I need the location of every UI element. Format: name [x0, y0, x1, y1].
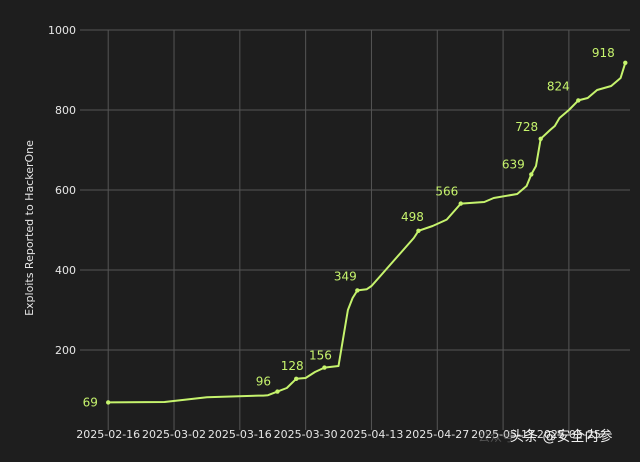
y-tick-label: 200	[55, 344, 76, 357]
y-tick-label: 600	[55, 184, 76, 197]
data-label: 349	[334, 269, 357, 283]
data-point	[458, 201, 463, 206]
data-point	[294, 376, 299, 381]
grid	[80, 29, 630, 430]
data-point	[623, 60, 628, 65]
x-tick-label: 2025-04-13	[339, 428, 403, 441]
data-point	[355, 288, 360, 293]
data-label: 639	[502, 157, 525, 171]
data-point	[529, 172, 534, 177]
x-tick-label: 2025-04-27	[405, 428, 469, 441]
x-tick-label: 2025-03-16	[208, 428, 272, 441]
x-tick-label: 2025-03-02	[142, 428, 206, 441]
data-label: 824	[547, 79, 570, 93]
data-point	[538, 136, 543, 141]
y-axis-label: Exploits Reported to HackerOne	[23, 140, 36, 316]
watermark-source-label: 头条 @安全内参	[510, 428, 612, 445]
data-labels: 69 96 128 156 349 498 566 639 728 824 918	[83, 46, 615, 410]
x-tick-label: 2025-03-30	[274, 428, 338, 441]
data-label: 498	[401, 210, 424, 224]
x-tick-label: 2025-05-11	[471, 428, 535, 441]
data-point	[322, 365, 327, 370]
data-label: 156	[309, 349, 332, 363]
watermark-faint-text: 公众号	[478, 430, 514, 444]
data-point	[275, 389, 280, 394]
data-label: 566	[435, 185, 458, 199]
data-label: 96	[256, 375, 271, 389]
data-label: 918	[592, 46, 615, 60]
data-label: 128	[281, 359, 304, 373]
data-label: 69	[83, 395, 98, 409]
y-tick-label: 1000	[48, 24, 76, 37]
watermark: 公众号 头条 @安全内参	[478, 428, 612, 445]
series-layer	[106, 60, 628, 405]
data-label: 728	[515, 120, 538, 134]
data-point	[576, 98, 581, 103]
data-point	[106, 400, 111, 405]
series-line	[107, 61, 627, 404]
data-point	[416, 228, 421, 233]
y-tick-label: 400	[55, 264, 76, 277]
y-tick-label: 800	[55, 104, 76, 117]
x-tick-label: 2025-05-25	[537, 428, 601, 441]
x-tick-label: 2025-02-16	[76, 428, 140, 441]
